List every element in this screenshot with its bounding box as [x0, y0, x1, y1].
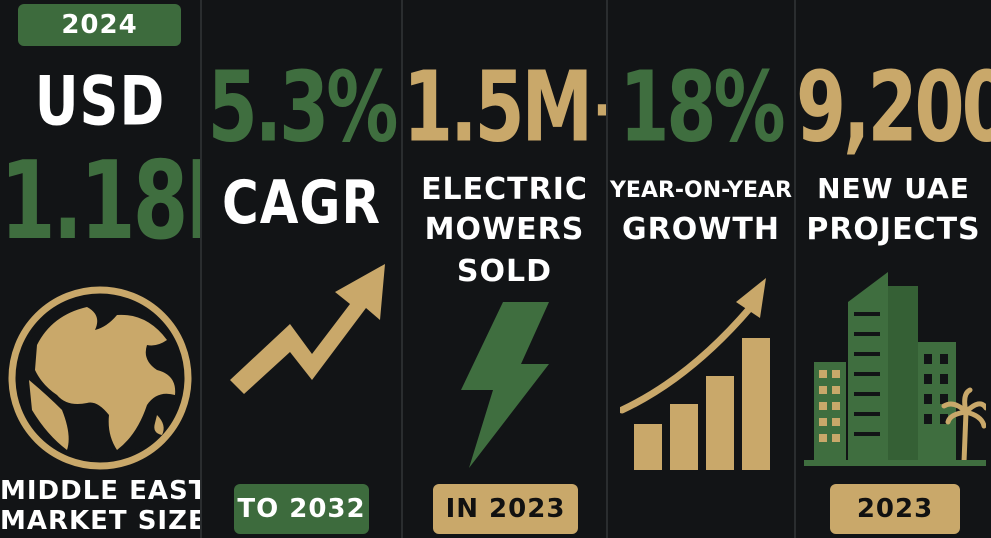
growth-label-line2: GROWTH — [622, 212, 780, 247]
caption-line2: MARKET SIZE — [0, 506, 200, 536]
divider — [606, 0, 608, 538]
divider — [200, 0, 202, 538]
caption-line1: MIDDLE EAST — [0, 476, 200, 506]
growth-value: 18% — [619, 50, 785, 164]
stat-panel-projects: 9,200 NEW UAE PROJECTS — [796, 0, 991, 538]
bar-growth-icon — [620, 278, 770, 470]
stat-panel-mowers: 1.5M+ ELECTRIC MOWERS SOLD IN 2023 — [403, 0, 606, 538]
trend-arrow-icon — [230, 264, 385, 394]
divider — [401, 0, 403, 538]
mowers-label-line3: SOLD — [456, 254, 553, 289]
city-buildings-icon — [804, 272, 986, 466]
year-badge: 2024 — [18, 4, 181, 46]
mowers-label-line2: MOWERS — [424, 212, 585, 247]
mowers-year-badge: IN 2023 — [433, 484, 578, 534]
mowers-value: 1.5M+ — [403, 50, 606, 164]
projects-label-line1: NEW UAE — [817, 172, 970, 205]
stat-panel-market-size: 2024 USD 1.18B MIDDLE EAST MARKET SIZE — [0, 0, 200, 538]
globe-icon — [8, 286, 192, 470]
divider — [794, 0, 796, 538]
market-size-value: 1.18B — [0, 138, 200, 264]
lightning-bolt-icon — [461, 302, 549, 468]
stat-panel-cagr: 5.3% CAGR TO 2032 — [202, 0, 401, 538]
mowers-label-line1: ELECTRIC — [421, 172, 588, 207]
growth-label-line1: YEAR-ON-YEAR — [610, 178, 792, 203]
stat-panel-growth: 18% YEAR-ON-YEAR GROWTH — [608, 0, 794, 538]
projects-label-line2: PROJECTS — [806, 212, 981, 247]
cagr-value: 5.3% — [207, 50, 399, 164]
cagr-period-badge: TO 2032 — [234, 484, 369, 534]
cagr-label: CAGR — [222, 168, 381, 238]
currency-label: USD — [34, 62, 166, 141]
projects-value: 9,200 — [796, 50, 991, 164]
projects-year-badge: 2023 — [830, 484, 960, 534]
